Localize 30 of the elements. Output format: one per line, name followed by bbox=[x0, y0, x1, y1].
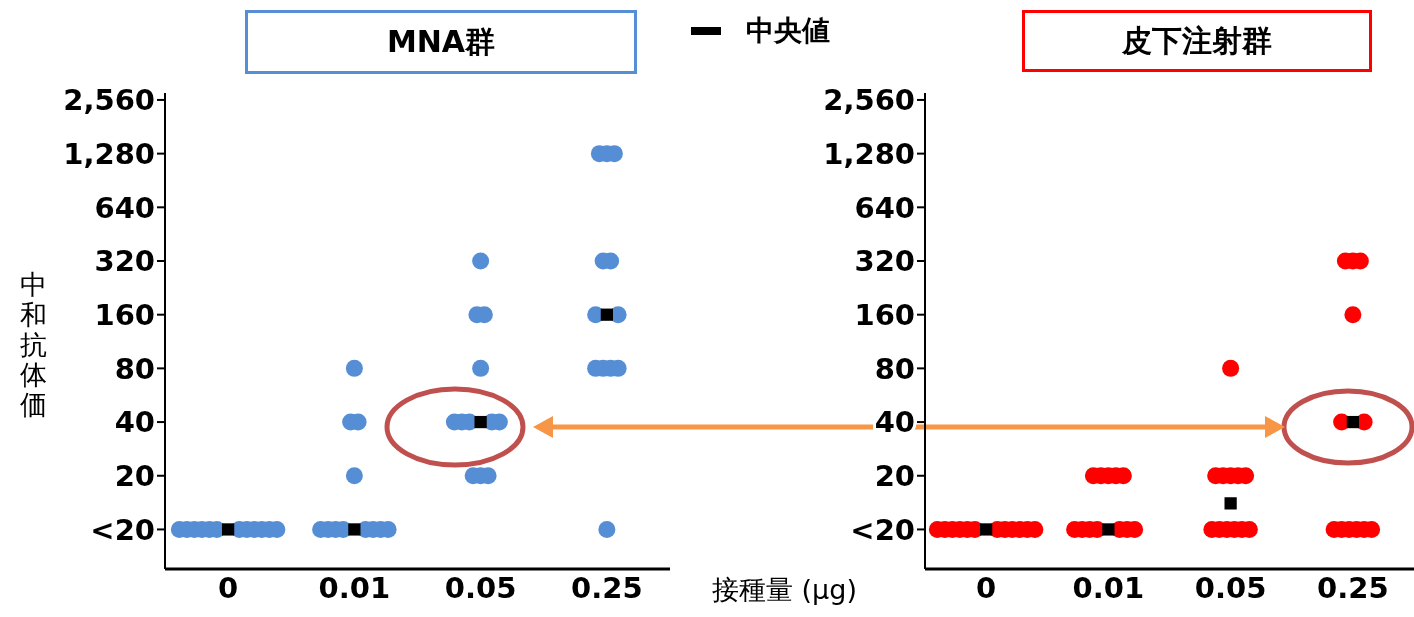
y-tick-label: 80 bbox=[874, 351, 915, 386]
y-tick-label: <20 bbox=[90, 512, 155, 547]
y-tick-label: 320 bbox=[854, 244, 915, 279]
x-tick-label: 0.01 bbox=[1072, 570, 1145, 605]
legend-label: 中央値 bbox=[746, 13, 830, 49]
y-tick-label: <20 bbox=[850, 512, 915, 547]
y-tick-label: 1,280 bbox=[823, 136, 915, 171]
x-tick-label: 0.01 bbox=[318, 570, 391, 605]
x-tick-label: 0 bbox=[218, 570, 239, 605]
x-tick-label: 0 bbox=[976, 570, 997, 605]
y-axis-title: 中和抗体価 bbox=[18, 269, 48, 420]
x-tick-label: 0.05 bbox=[444, 570, 517, 605]
y-tick-label: 1,280 bbox=[63, 136, 155, 171]
y-tick-label: 160 bbox=[854, 297, 915, 332]
y-tick-label: 2,560 bbox=[823, 83, 915, 118]
y-tick-label: 640 bbox=[94, 190, 155, 225]
chart-title: 皮下注射群 bbox=[1022, 10, 1372, 72]
y-tick-label: 160 bbox=[94, 297, 155, 332]
y-tick-label: 80 bbox=[114, 351, 155, 386]
x-tick-label: 0.05 bbox=[1194, 570, 1267, 605]
y-tick-label: 40 bbox=[114, 405, 155, 440]
y-tick-label: 320 bbox=[94, 244, 155, 279]
x-tick-label: 0.25 bbox=[1317, 570, 1389, 605]
y-tick-label: 640 bbox=[854, 190, 915, 225]
y-tick-label: 20 bbox=[874, 459, 915, 494]
x-axis-title: 接種量 (μg) bbox=[712, 573, 857, 607]
chart-title: MNA群 bbox=[245, 10, 637, 74]
y-tick-label: 20 bbox=[114, 459, 155, 494]
x-tick-label: 0.25 bbox=[571, 570, 643, 605]
y-tick-label: 2,560 bbox=[63, 83, 155, 118]
